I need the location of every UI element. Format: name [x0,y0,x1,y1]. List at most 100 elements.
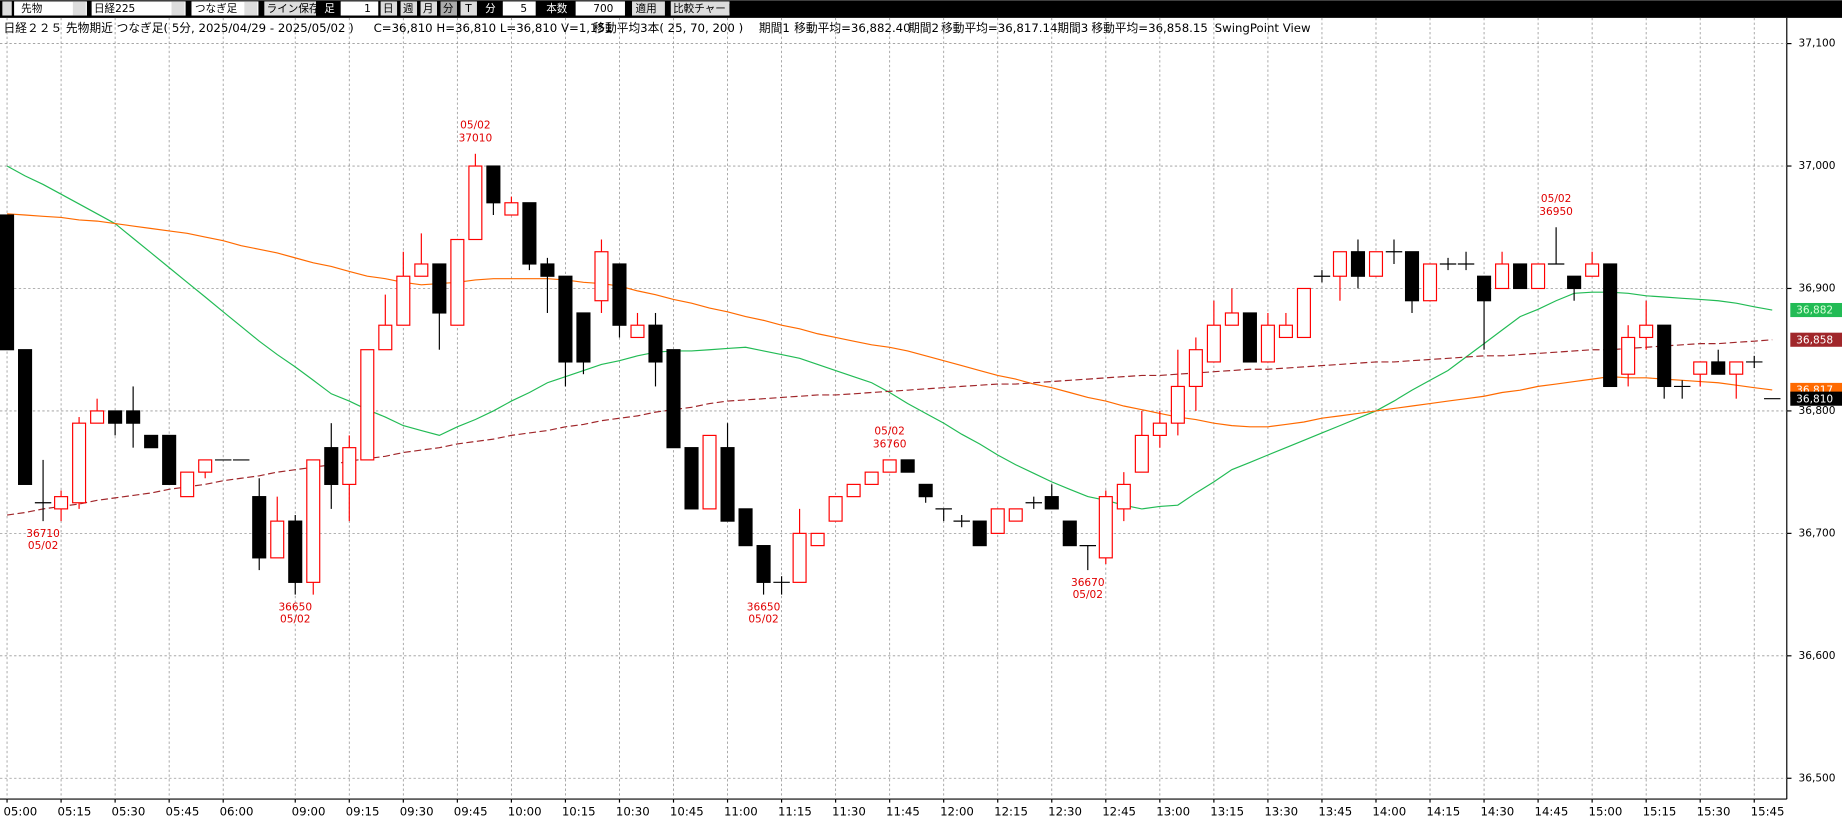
button[interactable] [400,1,418,16]
candle-body [360,349,375,461]
candle-body [180,471,195,498]
candle-body [594,251,609,302]
swing-value: 36950 [1539,206,1573,218]
x-tick-label: 10:00 [508,805,542,819]
candle-body [1711,361,1726,375]
candle-body [1044,496,1059,510]
candle-body [342,447,357,485]
input[interactable] [575,1,625,16]
ma-settings: 移動平均3本( 25, 70, 200 ) [593,21,743,35]
candle-body [1621,336,1636,375]
last-price-tag-label: 36,810 [1796,393,1833,405]
candle-body [18,349,33,485]
candle-body [576,312,591,363]
candle-body [720,447,735,522]
candle-body [1531,263,1546,290]
button[interactable] [264,1,317,16]
candle-body [1368,251,1384,277]
x-tick-label: 14:30 [1480,805,1514,819]
candle-body [810,532,825,547]
toolbar-label: 本数 [546,2,568,15]
x-tick-label: 06:00 [220,805,254,819]
dropdown-arrow[interactable] [244,1,258,16]
candle-body [1513,263,1528,290]
toolbar-label: 足 [324,3,335,15]
ma-tag-label: 36,858 [1796,334,1833,346]
candle-body [144,434,159,449]
button[interactable] [460,1,477,16]
moving-average-line [6,339,1773,516]
candle-body [1603,263,1618,388]
x-tick-label: 15:15 [1643,805,1677,819]
button-text: ライン保存 [267,2,320,15]
candle-body [1657,324,1672,388]
instrument: 日経２２５ 先物期近 つなぎ足( 5分, 2025/04/29 - 2025/0… [4,21,354,35]
candle-body [1260,324,1275,363]
swing-value: 36650 [747,602,781,614]
candle-body [1278,324,1293,339]
x-tick-label: 12:15 [994,805,1028,819]
x-tick-label: 09:30 [400,805,434,819]
dropdown[interactable] [14,1,87,16]
x-tick-label: 15:30 [1697,805,1731,819]
ohlc: C=36,810 H=36,810 L=36,810 V=1,151 [374,21,613,35]
info-line: 日経２２５ 先物期近 つなぎ足( 5分, 2025/04/29 - 2025/0… [4,21,1311,35]
candle-body [1206,324,1221,363]
candle-body [1404,251,1420,302]
candle-body [1296,287,1311,339]
input[interactable] [340,1,379,16]
x-tick-label: 13:30 [1264,805,1298,819]
button-text: T [464,3,472,15]
button[interactable] [380,1,398,16]
swing-value: 36710 [26,528,60,540]
x-tick-label: 14:00 [1372,805,1406,819]
dropdown-arrow[interactable] [171,1,185,16]
candle-body [1585,263,1600,277]
candle-body [792,532,807,583]
candle-body [1729,361,1744,375]
candle-body [198,459,213,473]
legend-name: 期間3 [1057,21,1088,35]
candle-body [108,410,123,424]
x-tick-label: 15:00 [1589,805,1623,819]
candle-body [1332,251,1348,277]
candle-body [1639,324,1654,339]
candle-body [738,508,753,547]
x-tick-label: 12:00 [940,805,974,819]
button[interactable] [670,1,730,16]
candle-body [486,165,501,204]
candle-body [1134,434,1149,473]
candle-body [1098,496,1113,559]
x-tick-label: 12:30 [1048,805,1082,819]
candle-body [0,214,15,351]
x-tick-label: 13:00 [1156,805,1190,819]
x-tick-label: 10:30 [616,805,650,819]
dropdown[interactable] [191,1,259,16]
button-active[interactable] [440,1,457,16]
y-tick-label: 36,700 [1799,527,1836,539]
input[interactable] [502,1,536,16]
candle-body [1693,361,1708,375]
candle-body [126,410,141,424]
candle-body [54,496,69,510]
menu-button[interactable] [2,1,12,16]
candle-body [468,165,483,241]
dropdown[interactable] [91,1,186,16]
candle-body [648,324,663,363]
candle-body [846,483,861,498]
x-tick-label: 11:15 [778,805,812,819]
candle-body [1224,312,1239,326]
button[interactable] [632,1,665,16]
button[interactable] [420,1,438,16]
candle-body [162,434,177,485]
dropdown-text: つなぎ足 [195,2,238,15]
candle-body [558,275,573,363]
x-tick-label: 11:00 [724,805,758,819]
input-text: 1 [364,3,371,15]
button-text: 分 [443,3,454,15]
candle-body [414,263,429,277]
dropdown-arrow[interactable] [72,1,86,16]
legend-name: 期間1 [759,21,790,35]
button-text: 比較チャート [673,2,736,15]
y-tick-label: 36,900 [1799,282,1836,294]
